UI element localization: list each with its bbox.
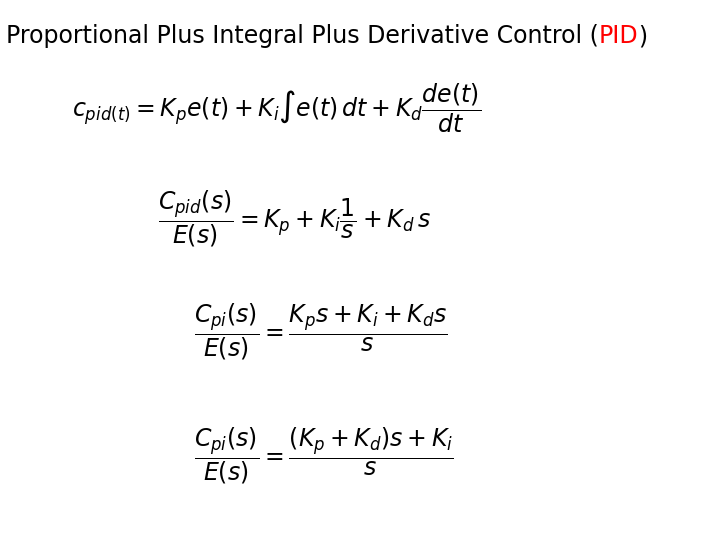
Text: Proportional Plus Integral Plus Derivative Control (: Proportional Plus Integral Plus Derivati… — [6, 24, 598, 48]
Text: $\dfrac{C_{pi}(s)}{E(s)} = \dfrac{K_p s + K_i + K_d s}{s}$: $\dfrac{C_{pi}(s)}{E(s)} = \dfrac{K_p s … — [194, 302, 448, 362]
Text: $c_{pid(t)} = K_p e(t) + K_i \int e(t)\, dt + K_d \dfrac{de(t)}{dt}$: $c_{pid(t)} = K_p e(t) + K_i \int e(t)\,… — [72, 82, 481, 134]
Text: $\dfrac{C_{pid}(s)}{E(s)} = K_p + K_i \dfrac{1}{s} +K_d\, s$: $\dfrac{C_{pid}(s)}{E(s)} = K_p + K_i \d… — [158, 188, 432, 249]
Text: $\dfrac{C_{pi}(s)}{E(s)} = \dfrac{(K_p+K_d)s + K_i}{s}$: $\dfrac{C_{pi}(s)}{E(s)} = \dfrac{(K_p+K… — [194, 426, 454, 487]
Text: PID: PID — [598, 24, 638, 48]
Text: ): ) — [638, 24, 647, 48]
